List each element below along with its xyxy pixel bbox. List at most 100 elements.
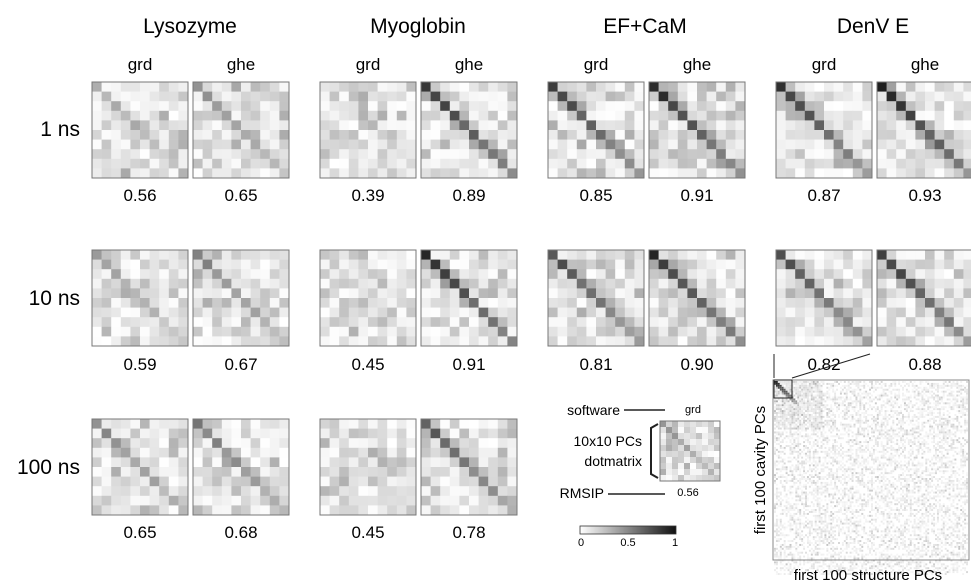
matrix-cell — [507, 428, 518, 439]
matrix-cell — [250, 336, 261, 347]
zoom-cell — [803, 468, 806, 471]
zoom-cell — [797, 413, 800, 416]
matrix-cell — [672, 463, 679, 470]
zoom-cell — [775, 396, 778, 399]
zoom-cell — [847, 433, 850, 436]
zoom-cell — [781, 392, 784, 395]
zoom-cell — [808, 458, 811, 461]
zoom-cell — [962, 400, 965, 403]
zoom-cell — [931, 462, 934, 465]
matrix-cell — [605, 317, 616, 328]
matrix-cell — [241, 130, 251, 140]
zoom-cell — [791, 398, 794, 401]
zoom-cell — [845, 388, 848, 391]
matrix-cell — [430, 467, 441, 477]
matrix-cell — [576, 120, 587, 131]
matrix-cell — [697, 130, 707, 140]
matrix-cell — [449, 467, 460, 477]
zoom-cell — [791, 478, 794, 480]
zoom-cell — [876, 458, 879, 461]
zoom-cell — [888, 435, 891, 438]
zoom-cell — [907, 456, 910, 459]
zoom-cell — [801, 427, 804, 430]
matrix-cell — [852, 110, 863, 121]
matrix-cell — [785, 317, 796, 328]
zoom-cell — [830, 468, 833, 471]
zoom-cell — [834, 413, 837, 416]
zoom-cell — [816, 404, 819, 407]
zoom-cell — [888, 404, 891, 407]
zoom-cell — [820, 404, 823, 407]
matrix-cell — [804, 110, 815, 121]
matrix-cell — [421, 101, 431, 112]
zoom-cell — [933, 402, 936, 405]
zoom-cell — [892, 406, 895, 409]
zoom-cell — [797, 454, 800, 457]
zoom-cell — [896, 448, 899, 451]
zoom-cell — [925, 394, 928, 397]
zoom-cell — [880, 406, 883, 409]
matrix-cell — [497, 168, 508, 179]
zoom-cell — [952, 458, 955, 461]
zoom-cell — [839, 443, 842, 446]
matrix-cell — [202, 505, 213, 516]
zoom-cell — [874, 417, 877, 420]
zoom-cell — [785, 476, 788, 478]
matrix-cell — [241, 110, 251, 121]
matrix-cell — [944, 259, 955, 270]
zoom-cell — [902, 400, 904, 403]
matrix-cell — [658, 278, 669, 289]
matrix-cell — [557, 120, 568, 131]
matrix-cell — [478, 149, 489, 160]
matrix-cell — [852, 130, 863, 140]
zoom-cell — [940, 427, 943, 430]
zoom-cell — [775, 386, 778, 389]
zoom-cell — [789, 431, 792, 434]
matrix-cell — [241, 101, 251, 112]
zoom-cell — [830, 384, 833, 387]
zoom-cell — [826, 413, 829, 416]
zoom-cell — [810, 396, 813, 399]
matrix-cell — [634, 120, 645, 131]
zoom-cell — [935, 468, 937, 471]
zoom-cell — [929, 472, 932, 475]
zoom-cell — [851, 452, 854, 455]
matrix-cell — [193, 467, 203, 477]
matrix-cell — [649, 269, 659, 280]
matrix-cell — [149, 419, 160, 429]
matrix-cell — [634, 288, 645, 299]
zoom-cell — [781, 400, 784, 403]
zoom-cell — [806, 415, 809, 418]
zoom-cell — [865, 439, 868, 442]
zoom-cell — [818, 446, 821, 449]
zoom-cell — [797, 390, 800, 393]
zoom-cell — [799, 396, 802, 399]
zoom-cell — [933, 468, 936, 471]
zoom-cell — [952, 427, 955, 430]
matrix-cell — [368, 419, 378, 429]
zoom-cell — [808, 392, 811, 395]
zoom-cell — [946, 388, 949, 391]
zoom-cell — [828, 468, 831, 471]
zoom-cell — [894, 402, 897, 405]
matrix-cell — [672, 421, 679, 428]
matrix-cell — [776, 250, 786, 260]
zoom-cell — [923, 410, 926, 413]
zoom-cell — [865, 392, 868, 395]
zoom-cell — [960, 446, 963, 449]
zoom-cell — [880, 421, 883, 424]
matrix-cell — [706, 168, 717, 179]
zoom-cell — [917, 417, 920, 420]
matrix-cell — [785, 101, 796, 112]
matrix-cell — [507, 457, 518, 468]
matrix-cell — [666, 427, 673, 434]
zoom-cell — [820, 400, 823, 403]
matrix-cell — [149, 326, 160, 337]
zoom-cell — [950, 460, 953, 463]
zoom-cell — [946, 398, 949, 401]
matrix-cell — [795, 317, 806, 328]
zoom-cell — [812, 386, 815, 389]
zoom-cell — [812, 452, 815, 455]
matrix-cell — [953, 250, 964, 260]
matrix-cell — [329, 91, 340, 102]
